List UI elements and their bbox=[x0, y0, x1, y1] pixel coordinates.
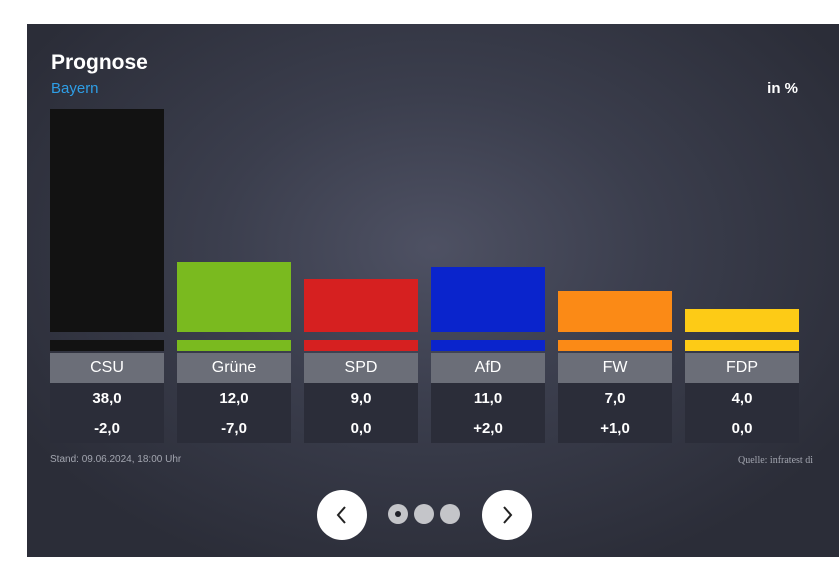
party-label: FDP bbox=[685, 353, 799, 383]
party-color-stripe bbox=[558, 340, 672, 351]
page-dot-3[interactable] bbox=[440, 504, 460, 524]
value-label: 4,0 bbox=[731, 390, 753, 407]
value-label: 7,0 bbox=[604, 390, 626, 407]
page-dot-1[interactable] bbox=[388, 504, 408, 524]
change-label: 0,0 bbox=[731, 420, 753, 437]
bar-fdp bbox=[685, 308, 799, 332]
party-color-stripe bbox=[304, 340, 418, 351]
change-label: +2,0 bbox=[473, 420, 503, 437]
bar-spd bbox=[304, 279, 418, 332]
party-label: CSU bbox=[50, 353, 164, 383]
party-color-stripe bbox=[177, 340, 291, 351]
election-forecast-panel: Prognose Bayern in % CSU 38,0 -2,0 Grüne 12,… bbox=[27, 24, 839, 557]
party-values: 4,0 0,0 bbox=[685, 383, 799, 443]
value-label: 11,0 bbox=[473, 390, 503, 407]
bar-grüne bbox=[177, 261, 291, 332]
bar-fw bbox=[558, 290, 672, 332]
next-button[interactable] bbox=[482, 490, 532, 540]
bar-afd bbox=[431, 267, 545, 332]
chevron-right-icon bbox=[503, 506, 513, 524]
change-label: -7,0 bbox=[221, 420, 247, 437]
party-label: AfD bbox=[431, 353, 545, 383]
chart-title: Prognose bbox=[51, 51, 148, 74]
chevron-left-icon bbox=[336, 506, 346, 524]
party-label: Grüne bbox=[177, 353, 291, 383]
party-values: 38,0 -2,0 bbox=[50, 383, 164, 443]
chart-subtitle: Bayern bbox=[51, 80, 99, 97]
bar-csu bbox=[50, 109, 164, 332]
party-label: SPD bbox=[304, 353, 418, 383]
page-dot-2[interactable] bbox=[414, 504, 434, 524]
party-values: 11,0 +2,0 bbox=[431, 383, 545, 443]
party-color-stripe bbox=[431, 340, 545, 351]
party-color-stripe bbox=[50, 340, 164, 351]
value-label: 9,0 bbox=[350, 390, 372, 407]
source-note: Quelle: infratest di bbox=[738, 455, 813, 466]
change-label: -2,0 bbox=[94, 420, 120, 437]
change-label: 0,0 bbox=[350, 420, 372, 437]
party-color-stripe bbox=[685, 340, 799, 351]
bar-chart: CSU 38,0 -2,0 Grüne 12,0 -7,0 SPD 9,0 0,0 AfD 11,0… bbox=[27, 24, 839, 557]
party-values: 12,0 -7,0 bbox=[177, 383, 291, 443]
party-values: 7,0 +1,0 bbox=[558, 383, 672, 443]
timestamp-note: Stand: 09.06.2024, 18:00 Uhr bbox=[50, 454, 182, 465]
party-values: 9,0 0,0 bbox=[304, 383, 418, 443]
value-label: 38,0 bbox=[92, 390, 122, 407]
party-label: FW bbox=[558, 353, 672, 383]
prev-button[interactable] bbox=[317, 490, 367, 540]
active-dot-marker bbox=[395, 511, 401, 517]
change-label: +1,0 bbox=[600, 420, 630, 437]
value-label: 12,0 bbox=[219, 390, 249, 407]
unit-label: in % bbox=[767, 80, 798, 97]
